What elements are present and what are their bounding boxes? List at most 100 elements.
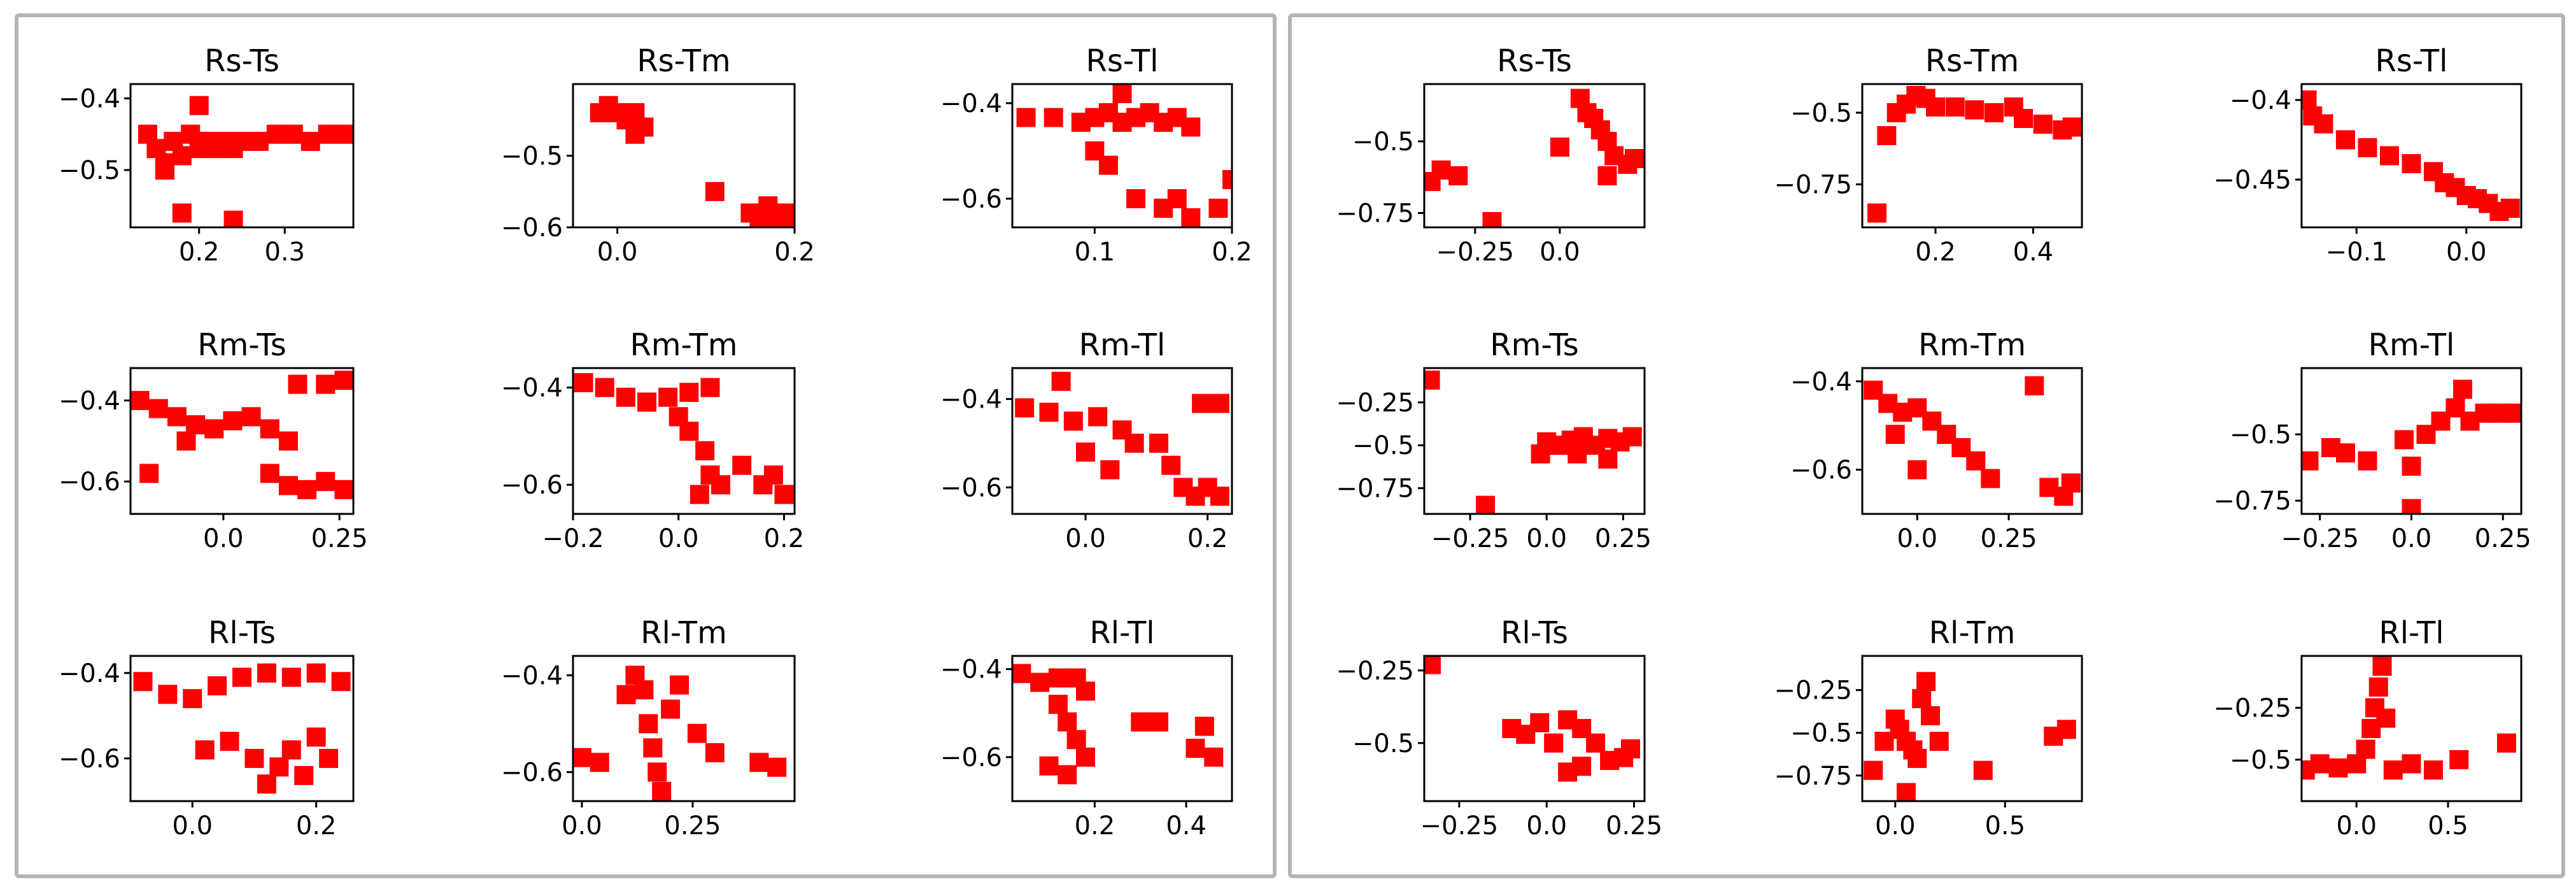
data-point [1124, 433, 1144, 453]
data-point [1929, 732, 1949, 751]
x-tick-label: −0.25 [1431, 524, 1510, 553]
y-tick-label: −0.4 [59, 85, 120, 114]
subplot-left-Rl-Tl: Rl-Tl 0.2 0.4 −0.4 −0.6 [940, 615, 1233, 841]
data-point [269, 757, 289, 777]
y-tick-label: −0.4 [501, 661, 563, 690]
data-point [1973, 760, 1993, 780]
axes-frame [1423, 655, 1646, 802]
x-tick-label: 0.1 [1075, 238, 1115, 267]
data-point [1966, 451, 1986, 471]
x-tick-label: 0.4 [1166, 811, 1207, 841]
subplot-title: Rm-Tm [630, 327, 737, 363]
axes-frame [1011, 83, 1233, 229]
x-tick-label: 0.25 [664, 811, 721, 841]
data-point [260, 419, 280, 439]
data-point [705, 181, 725, 201]
data-point [1476, 495, 1496, 514]
subplot-left-Rs-Ts: Rs-Ts 0.2 0.3 −0.4 −0.5 [59, 43, 355, 267]
data-point [335, 124, 353, 144]
data-point [767, 757, 787, 777]
subplot-left-Rl-Tm: Rl-Tm 0.0 0.25 −0.4 −0.6 [501, 615, 796, 841]
data-point [648, 762, 667, 782]
marker-group [131, 371, 353, 499]
data-point [1051, 371, 1071, 391]
y-tick-label: −0.4 [940, 89, 1002, 118]
x-tick-label: 0.0 [2391, 524, 2432, 553]
data-point [1920, 706, 1940, 725]
subplot-left-Rm-Tm: Rm-Tm −0.2 0.0 0.2 −0.4 −0.6 [501, 327, 804, 553]
data-point [1066, 730, 1086, 750]
data-point [2449, 750, 2469, 769]
x-tick-label: 0.2 [764, 524, 805, 553]
marker-group [1864, 672, 2076, 801]
y-tick-label: −0.6 [940, 473, 1002, 502]
data-point [1981, 469, 2000, 488]
marker-group [1424, 370, 1642, 514]
axes-frame [1861, 367, 2083, 515]
x-tick-label: 0.0 [2336, 811, 2377, 841]
data-point [2497, 733, 2516, 753]
y-tick-label: −0.25 [1336, 388, 1414, 418]
data-point [1112, 84, 1132, 103]
data-point [1058, 712, 1077, 732]
data-point [155, 160, 174, 180]
data-point [2358, 451, 2377, 471]
y-tick-label: −0.75 [1336, 199, 1414, 229]
data-point [2314, 114, 2333, 134]
axes-frame [129, 83, 355, 229]
data-point [1208, 199, 1228, 218]
data-point [1181, 117, 1201, 137]
data-point [306, 727, 326, 747]
x-tick-label: 0.0 [2446, 238, 2487, 267]
axes-frame [2300, 655, 2523, 802]
data-point [1058, 765, 1077, 785]
data-point [695, 441, 715, 460]
x-tick-label: 0.25 [311, 524, 368, 553]
subplot-left-Rl-Ts: Rl-Ts 0.0 0.2 −0.4 −0.6 [59, 615, 355, 841]
y-tick-label: −0.5 [1790, 719, 1852, 748]
data-point [1912, 689, 1932, 709]
y-tick-label: −0.6 [1790, 456, 1852, 485]
data-point [732, 455, 752, 475]
data-point [1945, 97, 1965, 117]
data-point [2014, 109, 2033, 128]
data-point [208, 676, 227, 695]
data-point [652, 781, 672, 801]
data-point [1015, 398, 1035, 418]
x-tick-label: 0.0 [1875, 811, 1916, 841]
y-tick-label: −0.75 [2213, 487, 2291, 516]
y-tick-label: −0.4 [59, 387, 120, 416]
x-tick-label: 0.0 [172, 811, 213, 841]
x-tick-label: −0.1 [2326, 238, 2388, 267]
subplot-left-Rs-Tl: Rs-Tl 0.1 0.2 −0.4 −0.6 [940, 43, 1252, 267]
x-tick-label: 0.2 [1075, 811, 1115, 841]
data-point [2383, 760, 2403, 780]
data-point [2402, 754, 2421, 774]
data-point [1044, 108, 1063, 127]
subplot-title: Rl-Ts [208, 615, 276, 651]
y-tick-label: −0.5 [1352, 431, 1414, 460]
data-point [2453, 380, 2472, 399]
data-point [595, 378, 614, 397]
x-tick-label: 0.25 [1606, 811, 1662, 841]
x-tick-label: 0.0 [597, 238, 638, 267]
marker-group [138, 96, 353, 227]
axes-frame [129, 367, 355, 515]
subplot-title: Rm-Tl [2368, 327, 2455, 363]
data-point [1597, 166, 1617, 185]
data-point [2061, 473, 2081, 493]
data-point [1185, 739, 1205, 758]
data-point [590, 753, 609, 772]
data-point [1926, 97, 1945, 117]
subplot-left-Rs-Tm: Rs-Tm 0.0 0.2 −0.5 −0.6 [501, 43, 815, 267]
data-point [1167, 189, 1187, 208]
subplot-title: Rm-Tm [1918, 327, 2026, 363]
data-point [1131, 712, 1150, 732]
data-point [1076, 681, 1095, 701]
y-tick-label: −0.75 [1336, 474, 1414, 504]
y-tick-label: −0.6 [501, 213, 563, 243]
data-point [573, 748, 591, 767]
data-point [281, 740, 301, 760]
x-tick-label: 0.2 [1915, 238, 1956, 267]
subplot-title: Rm-Ts [1490, 327, 1578, 363]
